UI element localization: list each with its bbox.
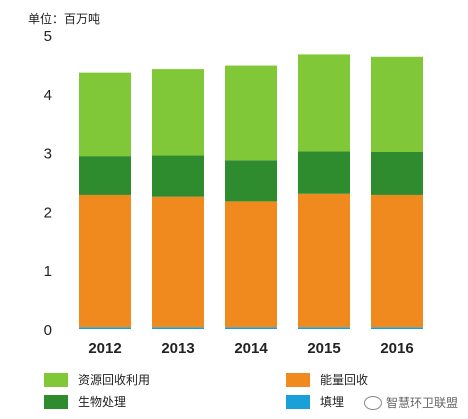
bar-segment [79,327,131,329]
y-tick-label: 5 [44,28,52,45]
legend-item-bio: 生物处理 [44,393,126,410]
wechat-icon [363,395,382,410]
x-tick-label: 2013 [161,340,194,357]
x-tick-label: 2015 [307,340,340,357]
bar-segment [371,56,423,153]
legend-label-bio: 生物处理 [78,395,127,409]
bar-segment [225,160,277,202]
bar-segment [371,194,423,328]
x-tick-label: 2012 [88,340,121,357]
x-tick-label: 2014 [234,340,268,357]
bar-segment [79,72,131,157]
y-tick-label: 3 [44,146,52,163]
bar-segment [225,65,277,161]
bar-segment [152,155,204,197]
bar-segment [152,327,204,329]
bar-segment [298,151,350,194]
legend-item-landfill: 填埋 [286,393,344,410]
bar-segment [371,152,423,195]
legend-swatch-landfill [286,394,310,409]
bar-segment [225,201,277,328]
bar-segment [298,193,350,328]
y-tick-label: 1 [44,263,52,280]
y-tick-label: 4 [44,87,52,104]
legend-label-landfill: 填埋 [320,395,345,409]
y-tick-label: 2 [44,204,52,221]
bar-segment [79,156,131,195]
bar-segment [298,327,350,329]
legend-item-recycle: 资源回收利用 [44,371,150,388]
unit-label: 单位：百万吨 [28,12,101,26]
legend-label-energy: 能量回收 [320,373,369,387]
y-tick-label: 0 [44,322,52,339]
x-tick-label: 2016 [380,340,413,357]
watermark: 智慧环卫联盟 [363,394,458,411]
legend-swatch-recycle [44,372,68,387]
legend-label-recycle: 资源回收利用 [78,373,151,387]
legend-swatch-bio [44,394,68,409]
bar-segment [225,327,277,329]
bar-segment [152,196,204,328]
legend-item-energy: 能量回收 [286,371,368,388]
bar-segment [152,69,204,156]
bar-segment [371,327,423,329]
watermark-text: 智慧环卫联盟 [385,396,458,410]
bar-segment [79,194,131,328]
bar-segment [298,54,350,152]
legend-swatch-energy [286,372,310,387]
